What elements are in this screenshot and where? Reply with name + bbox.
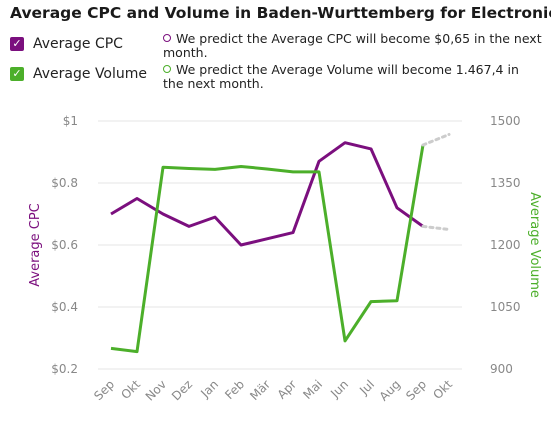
x-tick-label: Dez <box>169 377 195 403</box>
x-tick-label: Jul <box>356 377 377 398</box>
legend-item-average-cpc[interactable]: ✓ Average CPC <box>10 34 123 54</box>
y-left-tick-label: $0.8 <box>51 176 78 190</box>
y-right-tick-label: 1200 <box>490 238 521 252</box>
y-right-tick-label: 1500 <box>490 114 521 128</box>
prediction-cpc-text: We predict the Average CPC will become $… <box>163 31 542 60</box>
x-tick-label: Mär <box>247 377 273 403</box>
x-tick-label: Sep <box>403 377 429 403</box>
prediction-average-volume: We predict the Average Volume will becom… <box>163 63 543 91</box>
legend-label-average-volume: Average Volume <box>33 66 148 82</box>
x-tick-label: Feb <box>222 377 247 402</box>
x-tick-label: Aug <box>377 377 403 403</box>
x-tick-label: Nov <box>143 377 169 403</box>
y-right-tick-label: 900 <box>490 362 513 376</box>
y-right-axis-title: Average Volume <box>527 192 542 298</box>
x-tick-label: Okt <box>118 377 143 402</box>
checkbox-checked-icon[interactable]: ✓ <box>10 37 24 51</box>
x-tick-label: Jan <box>197 377 221 401</box>
prediction-volume-text: We predict the Average Volume will becom… <box>163 62 519 91</box>
forecast-line-average-cpc <box>421 224 451 231</box>
y-left-tick-label: $0.2 <box>51 362 78 376</box>
x-tick-label: Sep <box>91 377 117 403</box>
legend-label-average-cpc: Average CPC <box>33 36 123 52</box>
x-tick-label: Okt <box>430 377 455 402</box>
series-line-average-cpc <box>110 141 424 247</box>
checkbox-checked-icon[interactable]: ✓ <box>10 67 24 81</box>
y-right-tick-label: 1350 <box>490 176 521 190</box>
y-left-tick-label: $1 <box>63 114 78 128</box>
prediction-average-cpc: We predict the Average CPC will become $… <box>163 32 543 60</box>
x-tick-label: Jun <box>327 377 351 401</box>
y-right-tick-label: 1050 <box>490 300 521 314</box>
x-tick-label: Apr <box>275 377 300 402</box>
circle-bullet-icon <box>163 65 171 73</box>
y-left-axis-title: Average CPC <box>28 203 43 287</box>
forecast-line-average-volume <box>421 132 451 147</box>
legend-item-average-volume[interactable]: ✓ Average Volume <box>10 64 147 84</box>
series-line-average-volume <box>110 144 425 354</box>
x-tick-label: Mai <box>300 377 325 402</box>
chart-title: Average CPC and Volume in Baden-Wurttemb… <box>10 4 551 22</box>
y-left-tick-label: $0.6 <box>51 238 78 252</box>
circle-bullet-icon <box>163 34 171 42</box>
y-left-tick-label: $0.4 <box>51 300 78 314</box>
